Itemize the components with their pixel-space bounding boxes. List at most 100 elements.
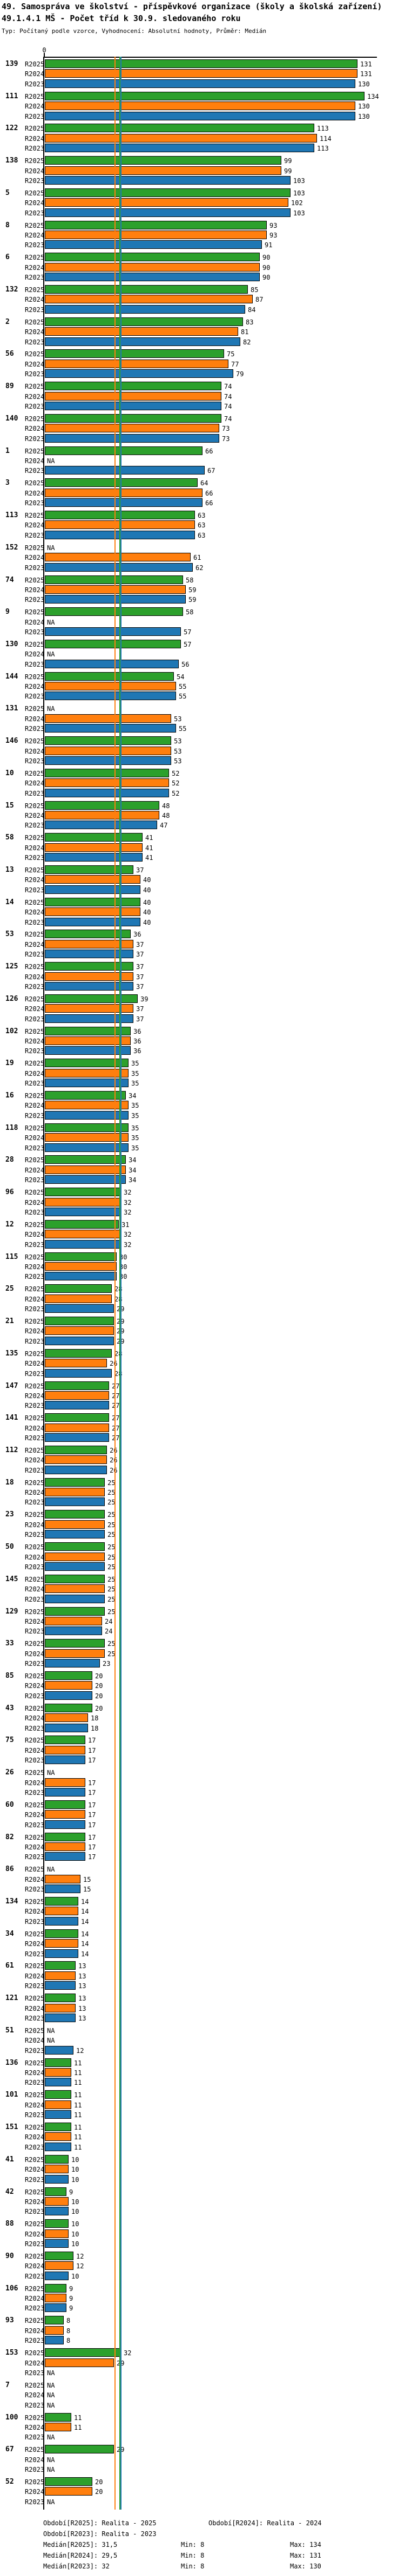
bar-r2024 (45, 2068, 71, 2077)
x-axis-zero-label: 0 (42, 46, 46, 54)
bar-value-label: 79 (236, 370, 244, 378)
bar-r2024 (45, 1230, 121, 1239)
series-row-label: R2024 (25, 554, 45, 562)
bar-r2024 (45, 2422, 71, 2431)
series-row-label: R2023 (25, 1724, 45, 1732)
bar-value-label: 35 (131, 1069, 139, 1077)
series-row-label: R2023 (25, 2111, 45, 2119)
bar-r2025 (45, 220, 267, 229)
series-row-label: R2025 (25, 1511, 45, 1519)
series-row-label: R2024 (25, 2166, 45, 2174)
series-row-label: R2024 (25, 1102, 45, 1110)
bar-r2025 (45, 1026, 131, 1035)
bar-value-label: 13 (78, 2004, 86, 2012)
bar-value-label: 26 (110, 1446, 118, 1454)
bar-value-label: 37 (136, 1005, 144, 1013)
x-axis-zero-tick (44, 53, 45, 57)
group-id-label: 145 (5, 1575, 18, 1583)
group-id-label: 132 (5, 286, 18, 294)
bar-r2025 (45, 1413, 109, 1422)
series-row-label: R2024 (25, 1553, 45, 1561)
bar-r2025 (45, 1219, 119, 1229)
bar-value-label: 25 (107, 1479, 116, 1487)
series-row-label: R2025 (25, 2155, 45, 2164)
bar-value-label: 130 (358, 112, 370, 120)
na-value-label: NA (47, 1866, 55, 1874)
group-id-label: 51 (5, 2026, 14, 2035)
series-row-label: R2025 (25, 2026, 45, 2035)
series-row-label: R2025 (25, 1898, 45, 1906)
group-id-label: 52 (5, 2478, 14, 2486)
bar-r2025 (45, 1059, 129, 1068)
series-row-label: R2023 (25, 822, 45, 830)
bar-r2023 (45, 1787, 85, 1797)
series-row-label: R2024 (25, 618, 45, 626)
bar-r2024 (45, 1391, 109, 1400)
bar-value-label: 85 (251, 286, 259, 294)
bar-value-label: 17 (88, 1757, 96, 1765)
bar-value-label: 10 (71, 2155, 79, 2164)
bar-r2023 (45, 1659, 100, 1668)
bar-value-label: 25 (107, 1640, 116, 1648)
bar-value-label: 35 (131, 1060, 139, 1068)
bar-value-label: 24 (105, 1628, 113, 1636)
series-row-label: R2023 (25, 1080, 45, 1088)
series-row-label: R2024 (25, 1843, 45, 1851)
bar-value-label: 64 (200, 479, 208, 487)
bar-value-label: 75 (227, 350, 235, 358)
series-row-label: R2023 (25, 2433, 45, 2442)
bar-value-label: 40 (143, 898, 151, 906)
bar-value-label: 9 (69, 2188, 73, 2196)
group-id-label: 9 (5, 608, 10, 616)
bar-r2025 (45, 1252, 117, 1261)
bar-r2023 (45, 175, 291, 185)
group-id-label: 125 (5, 962, 18, 971)
series-row-label: R2023 (25, 1886, 45, 1894)
bar-value-label: 36 (133, 1027, 141, 1035)
series-row-label: R2024 (25, 2423, 45, 2431)
series-row-label: R2023 (25, 2079, 45, 2087)
group-id-label: 21 (5, 1317, 14, 1326)
series-row-label: R2024 (25, 2327, 45, 2335)
bar-r2023 (45, 1562, 105, 1571)
bar-value-label: 93 (269, 221, 278, 229)
series-row-label: R2023 (25, 1660, 45, 1668)
legend-median-r2024: Medián[R2024]: 29,5 (43, 2552, 118, 2559)
series-row-label: R2025 (25, 286, 45, 294)
bar-value-label: 53 (174, 715, 182, 723)
series-row-label: R2023 (25, 1047, 45, 1055)
bar-r2024 (45, 2100, 71, 2109)
bar-r2023 (45, 2142, 71, 2151)
series-row-label: R2024 (25, 199, 45, 207)
bar-r2023 (45, 2045, 73, 2055)
series-row-label: R2023 (25, 1240, 45, 1249)
group-id-label: 10 (5, 769, 14, 777)
bar-value-label: 25 (107, 1531, 116, 1539)
page-title: 49. Samospráva ve školství - příspěvkové… (2, 2, 382, 11)
bar-r2025 (45, 2348, 121, 2357)
group-id-label: 8 (5, 221, 10, 229)
series-row-label: R2024 (25, 2101, 45, 2109)
na-value-label: NA (47, 2381, 55, 2389)
bar-r2025 (45, 1445, 107, 1454)
bar-r2024 (45, 1713, 88, 1723)
series-row-label: R2024 (25, 1327, 45, 1336)
legend-period-r2023: Období[R2023]: Realita - 2023 (43, 2530, 157, 2538)
group-id-label: 33 (5, 1639, 14, 1648)
legend-min-r2024: Min: 8 (181, 2552, 205, 2559)
series-row-label: R2025 (25, 1575, 45, 1583)
na-value-label: NA (47, 705, 55, 713)
bar-value-label: 11 (74, 2059, 82, 2067)
bar-r2024 (45, 2165, 69, 2174)
bar-value-label: 14 (81, 1908, 89, 1916)
series-row-label: R2023 (25, 274, 45, 282)
series-row-label: R2025 (25, 1124, 45, 1132)
na-value-label: NA (47, 457, 55, 465)
group-id-label: 43 (5, 1704, 14, 1712)
legend-max-r2025: Max: 134 (290, 2541, 321, 2548)
bar-value-label: 25 (107, 1543, 116, 1551)
bar-r2024 (45, 1681, 92, 1690)
series-row-label: R2025 (25, 608, 45, 616)
bar-r2024 (45, 1004, 133, 1013)
series-row-label: R2023 (25, 854, 45, 862)
